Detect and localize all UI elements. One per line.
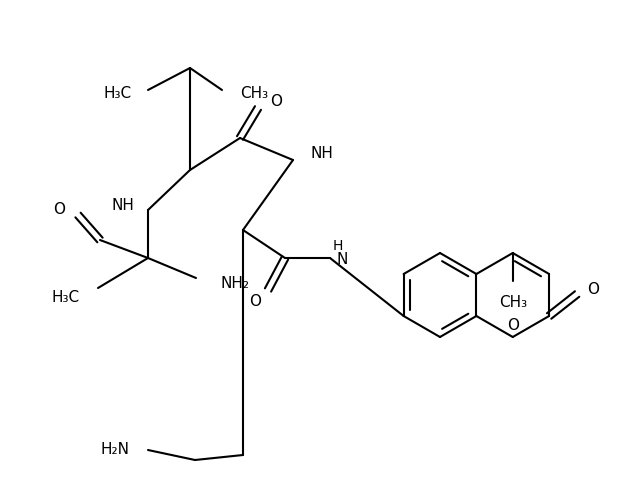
Text: NH₂: NH₂	[220, 275, 249, 291]
Text: CH₃: CH₃	[240, 85, 268, 101]
Text: NH: NH	[111, 197, 134, 212]
Text: H₃C: H₃C	[104, 85, 132, 101]
Text: H: H	[333, 239, 343, 253]
Text: O: O	[507, 318, 519, 333]
Text: O: O	[270, 94, 282, 109]
Text: O: O	[587, 282, 599, 297]
Text: CH₃: CH₃	[499, 295, 527, 310]
Text: H₃C: H₃C	[52, 291, 80, 306]
Text: O: O	[53, 202, 65, 218]
Text: H₂N: H₂N	[101, 442, 130, 457]
Text: N: N	[336, 252, 348, 267]
Text: O: O	[249, 295, 261, 310]
Text: NH: NH	[310, 146, 333, 162]
